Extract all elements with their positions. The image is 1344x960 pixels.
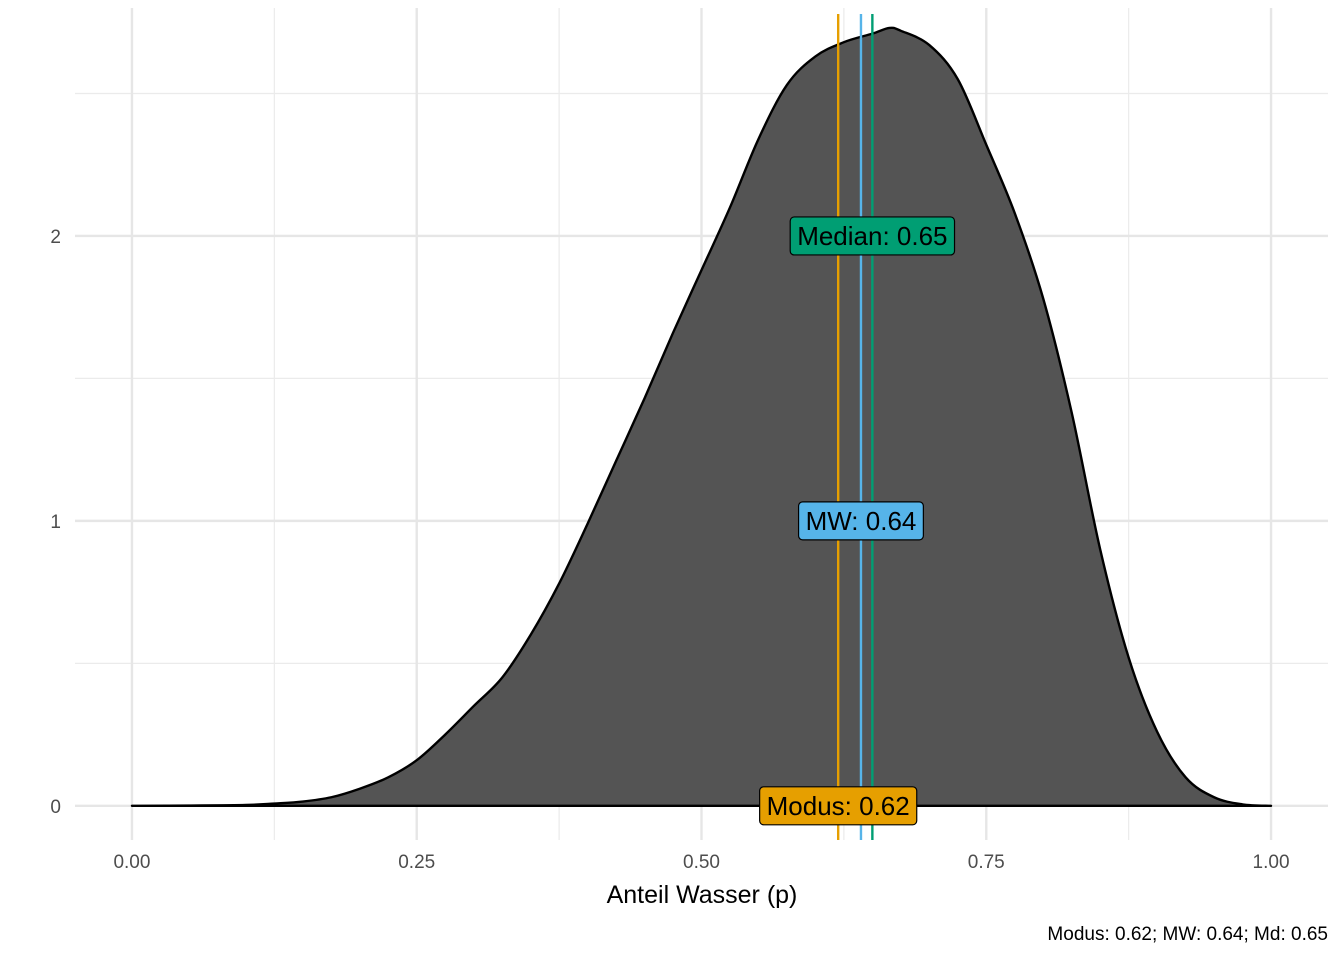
stat-labels: Modus: 0.62 MW: 0.64 Median: 0.65 xyxy=(759,216,956,826)
x-tick-label: 0.75 xyxy=(968,852,1005,873)
stat-lines xyxy=(836,14,874,840)
density-area xyxy=(130,26,1273,808)
mw-label-text: MW: 0.64 xyxy=(806,506,917,536)
x-tick-label: 0.50 xyxy=(683,852,720,873)
y-tick-label: 0 xyxy=(50,797,61,818)
median-label-text: Median: 0.65 xyxy=(797,221,947,251)
modus-label-box xyxy=(759,786,918,826)
mw-label-box xyxy=(797,501,924,541)
axis-ticks: 0.00 0.25 0.50 0.75 1.00 0 1 2 xyxy=(50,227,1289,873)
chart-caption: Modus: 0.62; MW: 0.64; Md: 0.65 xyxy=(1047,924,1328,945)
median-label-box xyxy=(789,216,956,256)
y-tick-label: 2 xyxy=(50,227,61,248)
mw-label: MW: 0.64 xyxy=(797,501,924,541)
x-axis-title: Anteil Wasser (p) xyxy=(607,881,798,909)
y-tick-label: 1 xyxy=(50,512,61,533)
x-tick-label: 1.00 xyxy=(1253,852,1290,873)
modus-label-text: Modus: 0.62 xyxy=(767,791,910,821)
median-label: Median: 0.65 xyxy=(789,216,956,256)
modus-label: Modus: 0.62 xyxy=(759,786,918,826)
x-tick-label: 0.00 xyxy=(113,852,150,873)
x-tick-label: 0.25 xyxy=(398,852,435,873)
